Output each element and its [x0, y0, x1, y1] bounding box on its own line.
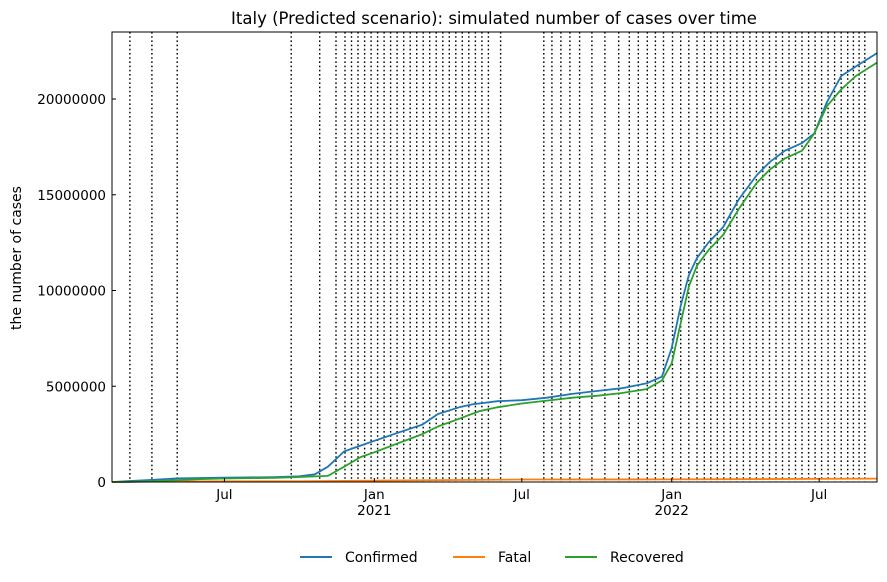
y-tick-label: 5000000	[46, 379, 106, 395]
x-tick-label: Jul	[215, 487, 232, 503]
x-tick-label: Jul	[513, 487, 530, 503]
y-tick-label: 15000000	[37, 188, 106, 204]
y-axis-label: the number of cases	[9, 186, 25, 330]
x-tick-label: Jan	[363, 487, 385, 503]
legend-label-recovered: Recovered	[610, 550, 684, 566]
chart-title: Italy (Predicted scenario): simulated nu…	[231, 9, 757, 28]
y-tick-label: 0	[97, 475, 106, 491]
x-tick-label: Jan	[660, 487, 682, 503]
x-tick-label: Jul	[810, 487, 827, 503]
legend-label-confirmed: Confirmed	[345, 550, 418, 566]
legend-label-fatal: Fatal	[498, 550, 531, 566]
y-tick-label: 20000000	[37, 92, 106, 108]
change-date-lines	[129, 32, 866, 482]
y-tick-label: 10000000	[37, 284, 106, 300]
series-line-recovered	[111, 61, 878, 483]
legend: Confirmed Fatal Recovered	[300, 550, 684, 566]
x-tick-year-label: 2022	[655, 503, 689, 519]
y-axis: 0 5000000 10000000 15000000 20000000	[37, 92, 116, 491]
x-tick-year-label: 2021	[357, 503, 391, 519]
plot-frame	[111, 31, 878, 483]
